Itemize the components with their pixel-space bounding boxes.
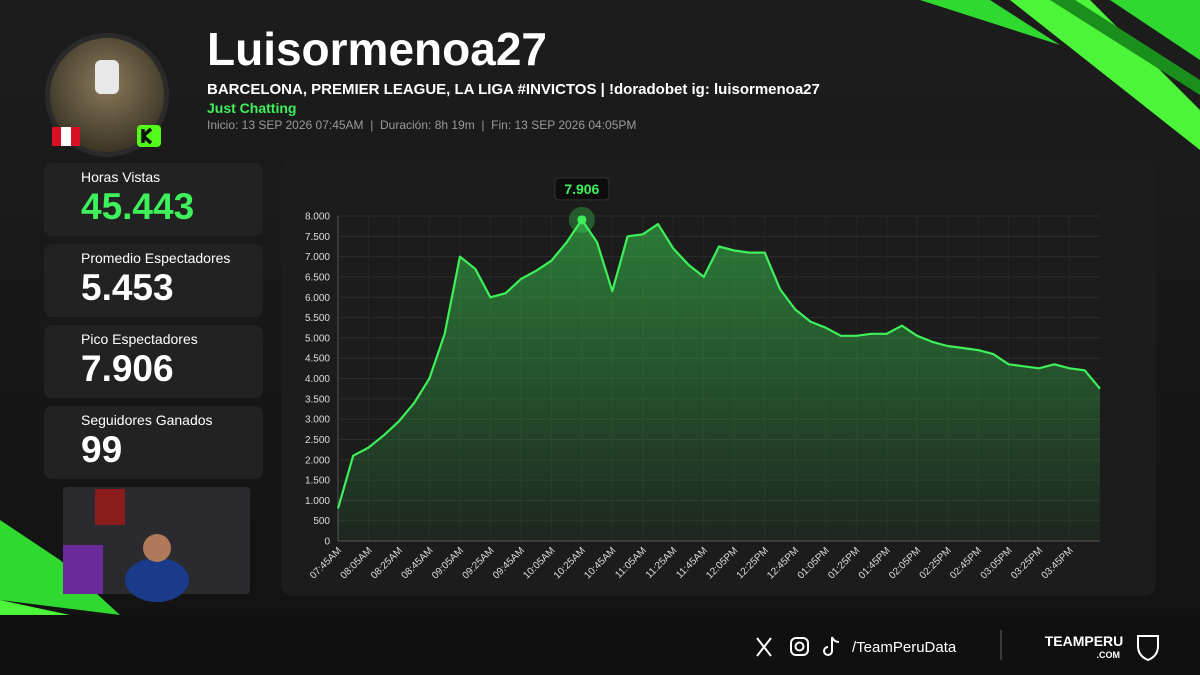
- stat-card: [44, 163, 263, 236]
- y-tick-label: 2.500: [305, 435, 330, 446]
- stat-card: [44, 244, 263, 317]
- brand-domain: .COM: [1097, 650, 1121, 660]
- y-tick-label: 1.500: [305, 476, 330, 487]
- footer-handle: /TeamPeruData: [852, 639, 957, 656]
- peak-label: 7.906: [564, 181, 599, 197]
- avatar: [45, 33, 169, 157]
- stat-value: 99: [81, 429, 122, 470]
- y-tick-label: 7.000: [305, 252, 330, 263]
- streamer-name: Luisormenoa27: [207, 23, 547, 75]
- y-tick-label: 0: [324, 537, 330, 548]
- line-area: [338, 219, 1100, 542]
- y-tick-label: 6.000: [305, 293, 330, 304]
- brand-logo: [1137, 635, 1159, 662]
- social-icons: [756, 636, 840, 657]
- y-tick-label: 5.500: [305, 313, 330, 324]
- y-tick-label: 7.500: [305, 232, 330, 243]
- brand-name: TEAMPERU: [1045, 633, 1124, 649]
- peak-point: [577, 215, 587, 225]
- y-tick-label: 2.000: [305, 455, 330, 466]
- y-tick-label: 4.000: [305, 374, 330, 385]
- stat-card: [44, 325, 263, 398]
- stat-label: Horas Vistas: [81, 169, 160, 185]
- footer-bar: [0, 615, 1200, 675]
- y-tick-label: 8.000: [305, 212, 330, 223]
- peak-label-bg: [554, 177, 610, 201]
- y-tick-label: 4.500: [305, 354, 330, 365]
- stat-value: 5.453: [81, 267, 174, 308]
- stat-label: Promedio Espectadores: [81, 250, 230, 266]
- y-tick-label: 3.500: [305, 394, 330, 405]
- y-tick-label: 500: [313, 516, 330, 527]
- y-tick-label: 1.000: [305, 496, 330, 507]
- stat-label: Seguidores Ganados: [81, 412, 213, 428]
- stream-title: BARCELONA, PREMIER LEAGUE, LA LIGA #INVI…: [207, 81, 820, 98]
- stream-meta: Inicio: 13 SEP 2026 07:45AM | Duración: …: [207, 118, 636, 132]
- stat-value: 7.906: [81, 348, 174, 389]
- y-tick-label: 3.000: [305, 415, 330, 426]
- stat-card: [44, 406, 263, 479]
- stat-value: 45.443: [81, 186, 194, 227]
- stream-category: Just Chatting: [207, 100, 296, 116]
- line: [336, 218, 1101, 509]
- y-tick-label: 6.500: [305, 272, 330, 283]
- stat-label: Pico Espectadores: [81, 331, 198, 347]
- y-tick-label: 5.000: [305, 333, 330, 344]
- webcam-thumbnail: [63, 487, 250, 602]
